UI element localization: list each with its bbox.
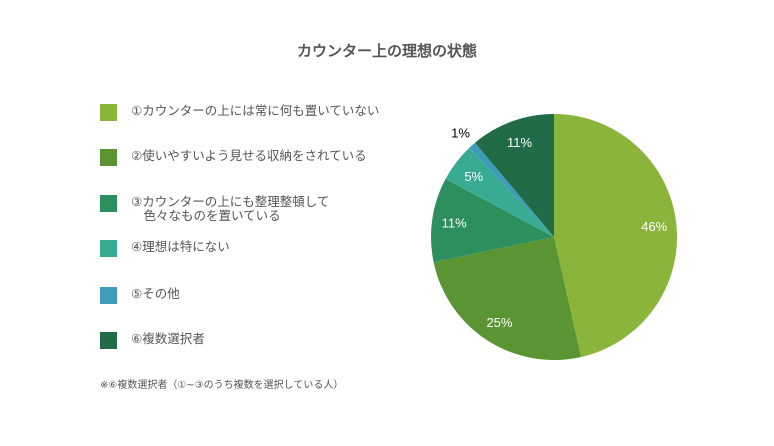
legend-swatch (100, 104, 117, 121)
legend-swatch (100, 240, 117, 257)
data-label-no-ideal: 5% (464, 169, 483, 184)
legend-swatch (100, 287, 117, 304)
legend-label: ②使いやすいよう見せる収納をされている (131, 148, 367, 163)
pie-slice-multiple (474, 114, 554, 237)
data-label-display-storage: 25% (486, 315, 512, 330)
pie-slice-organized-items (430, 178, 554, 263)
footnote: ※⑥複数選択者（①~③のうち複数を選択している人） (100, 380, 344, 391)
data-label-other: 1% (451, 125, 470, 140)
legend-swatch (100, 332, 117, 349)
data-label-nothing-on-counter: 46% (641, 219, 667, 234)
legend-label: ④理想は特にない (131, 239, 230, 254)
legend-item-1: ①カウンターの上には常に何も置いていない (100, 104, 379, 121)
legend-item-3: ③カウンターの上にも整理整頓して 色々なものを置いている (100, 195, 329, 223)
legend-item-4: ④理想は特にない (100, 240, 230, 257)
legend-swatch (100, 195, 117, 212)
pie-slice-other (469, 142, 554, 237)
data-label-organized-items: 11% (442, 216, 467, 231)
legend-label: ⑥複数選択者 (131, 331, 205, 346)
chart-title: カウンター上の理想の状態 (296, 42, 477, 60)
legend-label: ⑤その他 (131, 286, 180, 301)
data-label-multiple: 11% (507, 135, 532, 150)
legend-item-2: ②使いやすいよう見せる収納をされている (100, 149, 367, 166)
pie-slice-nothing-on-counter (554, 114, 677, 357)
legend-label: ①カウンターの上には常に何も置いていない (131, 103, 380, 118)
legend-item-5: ⑤その他 (100, 287, 180, 304)
legend-label: ③カウンターの上にも整理整頓して 色々なものを置いている (131, 194, 330, 223)
legend-item-6: ⑥複数選択者 (100, 332, 205, 349)
legend-swatch (100, 149, 117, 166)
pie-slice-no-ideal (445, 147, 554, 237)
pie-slice-display-storage (433, 237, 582, 361)
